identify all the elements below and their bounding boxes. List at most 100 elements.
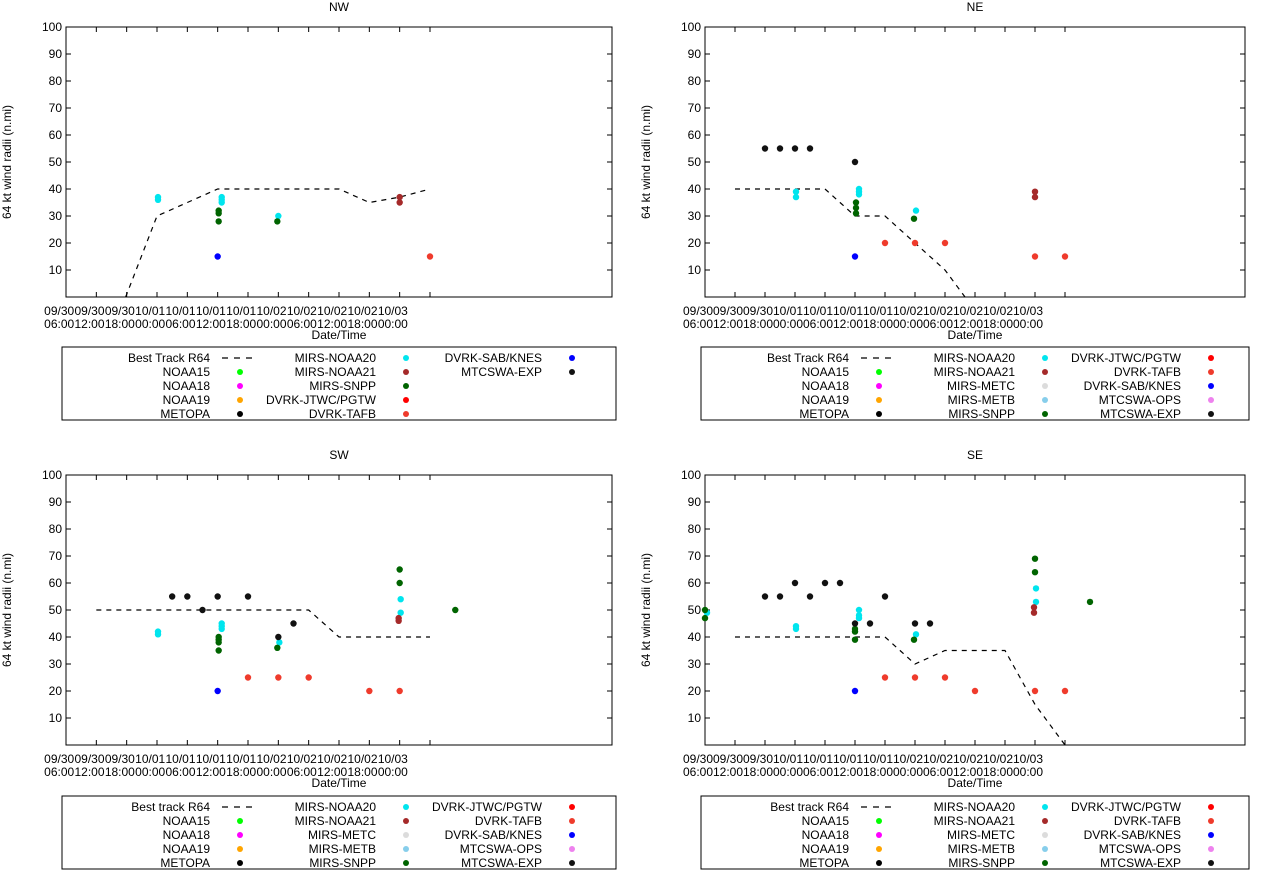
legend-label: NOAA15 [802, 814, 850, 828]
plot-frame [704, 474, 1246, 746]
data-point [214, 593, 221, 600]
series-mirs-noaa20 [792, 185, 920, 214]
x-tick-label-time: 12:00 [317, 317, 347, 331]
data-point [791, 145, 799, 152]
chart-title: NE [967, 0, 984, 14]
legend-sample-dot [569, 818, 575, 824]
x-tick-label-time: 00:00 [1013, 317, 1043, 331]
y-tick-label: 30 [688, 209, 702, 223]
x-tick-label-date: 10/01 [803, 304, 833, 318]
panel-ne: NE10203040506070809010009/3006:0009/3012… [639, 0, 1246, 342]
x-tick-label-time: 12:00 [833, 317, 863, 331]
legend-sample-dot [1208, 832, 1214, 838]
data-point [792, 623, 800, 630]
x-tick-label-date: 10/01 [196, 752, 226, 766]
legend-box [700, 795, 1250, 870]
legend-sample-dot [403, 383, 409, 389]
x-tick-label-time: 00:00 [378, 765, 408, 779]
x-tick-label-date: 10/02 [256, 752, 286, 766]
chart-title: SW [329, 448, 349, 462]
legend-sample-dot [1042, 411, 1048, 417]
series-mirs-noaa21 [395, 614, 402, 624]
legend-sample-dot [1042, 818, 1048, 824]
x-tick-label-date: 10/02 [347, 752, 377, 766]
data-point [971, 687, 979, 695]
data-point [851, 625, 859, 633]
x-axis-label: Date/Time [948, 328, 1003, 342]
series-dvrk-tafb [881, 674, 1069, 695]
legend-sample-dot [237, 832, 243, 838]
legend-label: DVRK-JTWC/PGTW [1071, 800, 1182, 814]
legend-sample-dot [1042, 832, 1048, 838]
legend-sample-dot [1208, 397, 1214, 403]
x-tick-label-time: 06:00 [803, 317, 833, 331]
legend-sample-dot [569, 804, 575, 810]
legend-sample-dot [237, 818, 243, 824]
x-tick-label-time: 06:00 [683, 765, 713, 779]
y-tick-label: 80 [688, 74, 702, 88]
data-point [701, 614, 709, 622]
legend-label: MIRS-SNPP [309, 379, 376, 393]
data-point [290, 620, 297, 627]
x-tick-label-time: 00:00 [773, 765, 803, 779]
x-tick-label-time: 18:00 [105, 765, 135, 779]
x-tick-label-date: 10/02 [256, 304, 286, 318]
x-tick-label-date: 10/01 [803, 752, 833, 766]
legend-sample-dot [876, 369, 882, 375]
legend-label: METOPA [160, 407, 210, 421]
x-tick-label-date: 10/02 [953, 304, 983, 318]
legend-sample-dot [403, 846, 409, 852]
x-tick-label-time: 06:00 [923, 317, 953, 331]
x-tick-label-time: 00:00 [135, 765, 165, 779]
legend-box [61, 795, 617, 870]
legend-label: MTCSWA-EXP [461, 365, 542, 379]
legend-sample-dot [403, 397, 409, 403]
legend-label: METOPA [160, 856, 210, 870]
y-axis-label: 64 kt wind radii (n.mi) [639, 105, 653, 219]
x-tick-label-time: 00:00 [893, 765, 923, 779]
data-point [761, 145, 769, 152]
data-point [395, 614, 402, 622]
x-tick-label-date: 10/02 [923, 304, 953, 318]
y-tick-label: 90 [49, 47, 63, 61]
data-point [912, 631, 920, 638]
legend-label: MTCSWA-OPS [1099, 842, 1181, 856]
y-tick-label: 80 [688, 522, 702, 536]
legend-sample-dot [403, 411, 409, 417]
legend-label: DVRK-TAFB [475, 814, 542, 828]
x-tick-label-date: 10/01 [833, 752, 863, 766]
x-tick-label-time: 06:00 [165, 765, 195, 779]
x-tick-label-date: 09/30 [683, 304, 713, 318]
legend-sample-dot [1042, 860, 1048, 866]
y-tick-label: 70 [49, 549, 63, 563]
data-point [1031, 555, 1039, 562]
x-tick-label-time: 18:00 [983, 317, 1013, 331]
legend-sample-dot [237, 846, 243, 852]
y-tick-label: 20 [688, 236, 702, 250]
legend-sample-dot [1208, 383, 1214, 389]
y-tick-label: 20 [49, 236, 63, 250]
legend-sample-dot [403, 355, 409, 361]
data-point [1061, 253, 1069, 260]
x-tick-label-time: 18:00 [743, 317, 773, 331]
y-tick-label: 40 [49, 182, 63, 196]
x-tick-label-date: 10/02 [893, 752, 923, 766]
legend-label: MIRS-NOAA20 [934, 800, 1016, 814]
data-point [1031, 569, 1039, 576]
chart-title: SE [967, 448, 983, 462]
legend-label: MIRS-NOAA21 [295, 365, 377, 379]
x-tick-label-date: 10/02 [317, 304, 347, 318]
x-tick-label-date: 10/03 [1013, 304, 1043, 318]
x-tick-label-time: 12:00 [74, 317, 104, 331]
legend-label: NOAA19 [802, 842, 850, 856]
x-tick-label-time: 00:00 [256, 765, 286, 779]
data-point [851, 620, 859, 627]
data-point [851, 253, 859, 260]
legend-sample-dot [1208, 369, 1214, 375]
data-point [792, 193, 800, 201]
legend-label: Best Track R64 [128, 351, 210, 365]
legend-label: MIRS-NOAA20 [295, 800, 377, 814]
panel-se: SE10203040506070809010009/3006:0009/3012… [639, 448, 1246, 790]
data-point [881, 674, 889, 681]
